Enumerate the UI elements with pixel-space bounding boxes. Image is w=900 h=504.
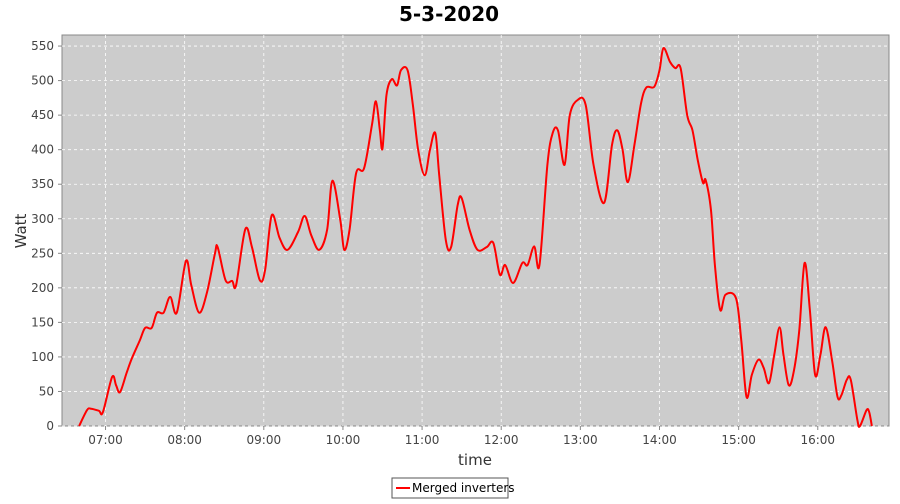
y-tick-label: 50 — [39, 384, 54, 398]
x-tick-label: 08:00 — [167, 433, 202, 447]
y-tick-label: 350 — [31, 177, 54, 191]
plot-area — [61, 34, 890, 427]
x-axis-label: time — [458, 451, 492, 469]
y-tick-label: 500 — [31, 74, 54, 88]
marks — [78, 47, 873, 428]
y-tick-label: 100 — [31, 350, 54, 364]
y-tick-label: 250 — [31, 246, 54, 260]
y-tick-label: 450 — [31, 108, 54, 122]
legend-label: Merged inverters — [412, 481, 515, 495]
chart-title: 5-3-2020 — [399, 2, 499, 26]
x-tick-label: 11:00 — [405, 433, 440, 447]
x-tick-label: 07:00 — [88, 433, 123, 447]
x-tick-label: 15:00 — [721, 433, 756, 447]
y-axis-label: Watt — [12, 213, 30, 248]
grid — [62, 35, 889, 427]
y-tick-label: 300 — [31, 212, 54, 226]
x-tick-label: 12:00 — [484, 433, 519, 447]
x-tick-label: 14:00 — [642, 433, 677, 447]
legend-box — [391, 477, 509, 499]
y-tick-label: 0 — [46, 419, 54, 433]
y-tick-label: 150 — [31, 315, 54, 329]
x-tick-label: 16:00 — [800, 433, 835, 447]
y-tick-label: 200 — [31, 281, 54, 295]
y-tick-label: 550 — [31, 39, 54, 53]
x-tick-label: 09:00 — [247, 433, 282, 447]
y-tick-label: 400 — [31, 143, 54, 157]
x-tick-label: 10:00 — [326, 433, 361, 447]
line — [78, 47, 873, 428]
x-tick-label: 13:00 — [563, 433, 598, 447]
